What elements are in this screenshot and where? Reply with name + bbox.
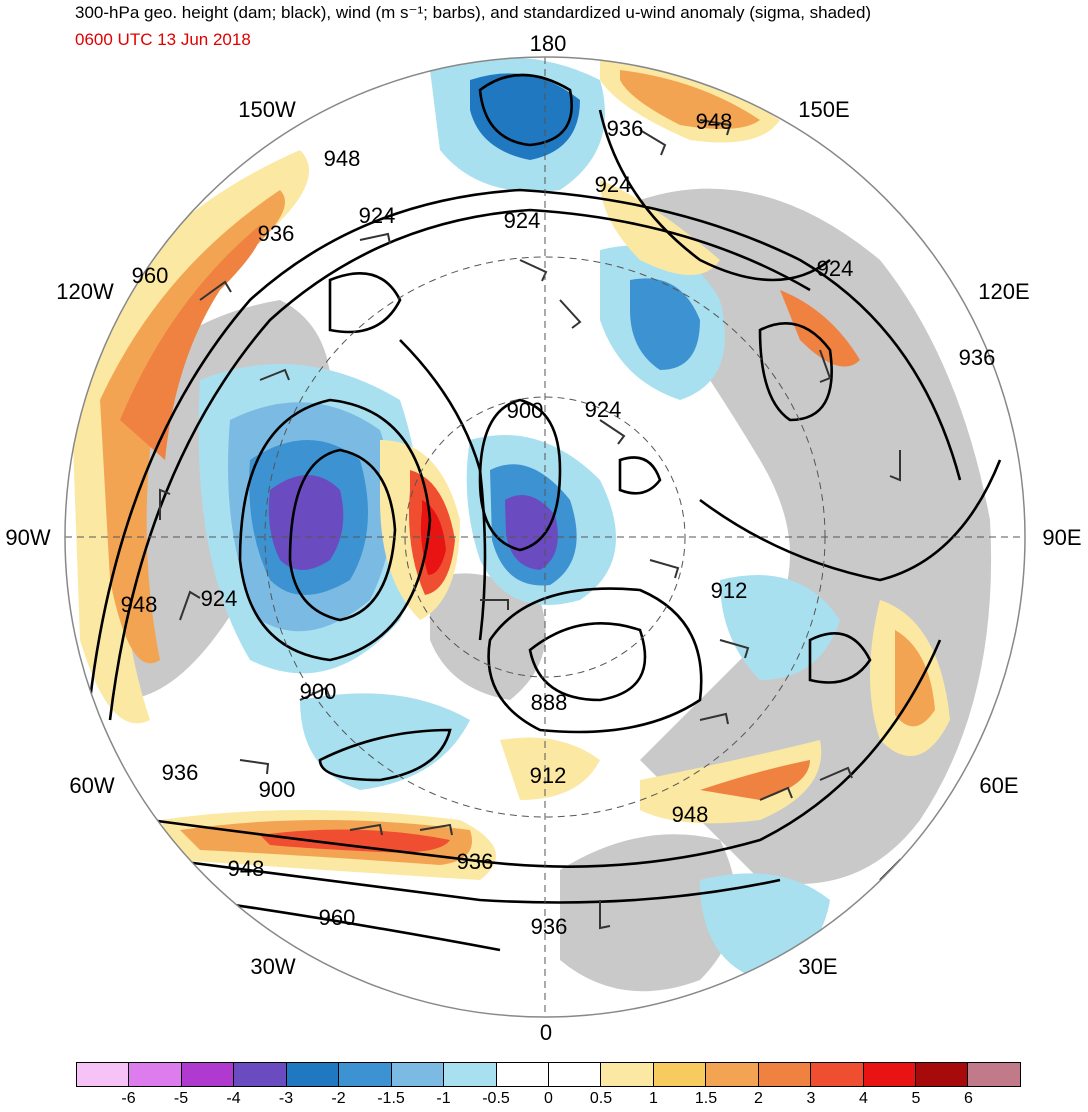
colorbar-swatch xyxy=(181,1063,235,1086)
contour-label: 924 xyxy=(201,586,238,611)
lon-label-150E: 150E xyxy=(798,97,849,122)
colorbar-tick-label: -1.5 xyxy=(377,1090,405,1107)
map-valid-time: 0600 UTC 13 Jun 2018 xyxy=(75,30,251,49)
colorbar-swatch xyxy=(601,1063,654,1086)
colorbar-tick-label: -3 xyxy=(278,1090,294,1107)
colorbar-swatch xyxy=(968,1063,1020,1086)
colorbar-swatch xyxy=(916,1063,969,1086)
lon-label-90W: 90W xyxy=(5,525,50,550)
colorbar-tick-label: -4 xyxy=(226,1090,241,1107)
contour-label: 936 xyxy=(457,849,494,874)
contour-label: 936 xyxy=(258,221,295,246)
contour-label: 960 xyxy=(319,905,356,930)
height-contours xyxy=(88,73,1002,952)
colorbar-swatch xyxy=(706,1063,759,1086)
contour-label: 900 xyxy=(507,398,544,423)
colorbar-tick-label: -0.5 xyxy=(482,1090,510,1107)
map-title: 300-hPa geo. height (dam; black), wind (… xyxy=(75,3,872,22)
colorbar-tick-label: -1 xyxy=(436,1090,451,1107)
contour-label: 924 xyxy=(359,203,396,228)
contour-label: 948 xyxy=(672,802,709,827)
contour-label: 948 xyxy=(324,146,361,171)
contour-label: 912 xyxy=(711,578,748,603)
colorbar-tick-label: 1.5 xyxy=(694,1090,718,1107)
colorbar-tick-label: 4 xyxy=(859,1090,868,1107)
colorbar-tick-label: 6 xyxy=(964,1090,973,1107)
lon-label-0: 0 xyxy=(540,1020,552,1045)
colorbar-tick-label: 0 xyxy=(544,1090,553,1107)
contour-label: 900 xyxy=(300,679,337,704)
contour-label: 960 xyxy=(132,263,169,288)
colorbar xyxy=(76,1062,1021,1087)
colorbar-swatch xyxy=(548,1063,602,1086)
contour-label: 948 xyxy=(696,109,733,134)
colorbar-swatch xyxy=(811,1063,864,1086)
lon-label-60E: 60E xyxy=(979,773,1018,798)
colorbar-swatch xyxy=(339,1063,392,1086)
colorbar-tick-label: -6 xyxy=(121,1090,136,1107)
colorbar-swatch xyxy=(234,1063,287,1086)
colorbar-swatch xyxy=(653,1063,707,1086)
lon-label-120E: 120E xyxy=(978,279,1029,304)
contour-label: 948 xyxy=(121,592,158,617)
colorbar-tick-label: 1 xyxy=(649,1090,658,1107)
map-boundary xyxy=(64,56,1026,1018)
colorbar-swatch xyxy=(496,1063,549,1086)
lon-label-180: 180 xyxy=(530,31,567,56)
colorbar-swatch xyxy=(391,1063,445,1086)
contour-label: 924 xyxy=(817,256,854,281)
contour-label: 936 xyxy=(607,116,644,141)
contour-label: 912 xyxy=(530,763,567,788)
colorbar-swatch xyxy=(863,1063,916,1086)
colorbar-tick-label: -2 xyxy=(331,1090,346,1107)
contour-label: 948 xyxy=(228,856,265,881)
colorbar-swatch xyxy=(129,1063,182,1086)
longitude-labels: 180 150E 120E 90E 60E 30E 0 30W 60W 90W … xyxy=(5,31,1081,1045)
lon-label-120W: 120W xyxy=(56,279,114,304)
graticule xyxy=(65,57,1025,1017)
contour-label: 888 xyxy=(531,690,568,715)
contour-label: 936 xyxy=(959,345,996,370)
wind-barbs xyxy=(159,119,909,930)
contour-label: 924 xyxy=(504,208,541,233)
colorbar-tick-label: 3 xyxy=(806,1090,816,1107)
contour-label: 936 xyxy=(162,760,199,785)
lon-label-30E: 30E xyxy=(798,954,837,979)
lon-label-60W: 60W xyxy=(69,773,114,798)
contour-label: 924 xyxy=(595,172,632,197)
lon-label-30W: 30W xyxy=(250,954,295,979)
contour-labels: 948 936 924 924 960 936 924 948 924 900 … xyxy=(121,109,996,939)
colorbar-tick-label: 5 xyxy=(911,1090,921,1107)
colorbar-tick-label: 0.5 xyxy=(589,1090,613,1107)
colorbar-tick-label: -5 xyxy=(173,1090,189,1107)
lon-label-150W: 150W xyxy=(238,97,296,122)
contour-label: 936 xyxy=(531,914,568,939)
colorbar-swatch xyxy=(77,1063,130,1086)
lon-label-90E: 90E xyxy=(1042,525,1081,550)
colorbar-swatch xyxy=(758,1063,812,1086)
contour-label: 924 xyxy=(585,397,622,422)
colorbar-tick-label: 2 xyxy=(754,1090,763,1107)
colorbar-swatch xyxy=(286,1063,340,1086)
contour-label: 900 xyxy=(259,777,296,802)
negative-anomaly-shading xyxy=(198,57,840,980)
colorbar-swatch xyxy=(444,1063,497,1086)
